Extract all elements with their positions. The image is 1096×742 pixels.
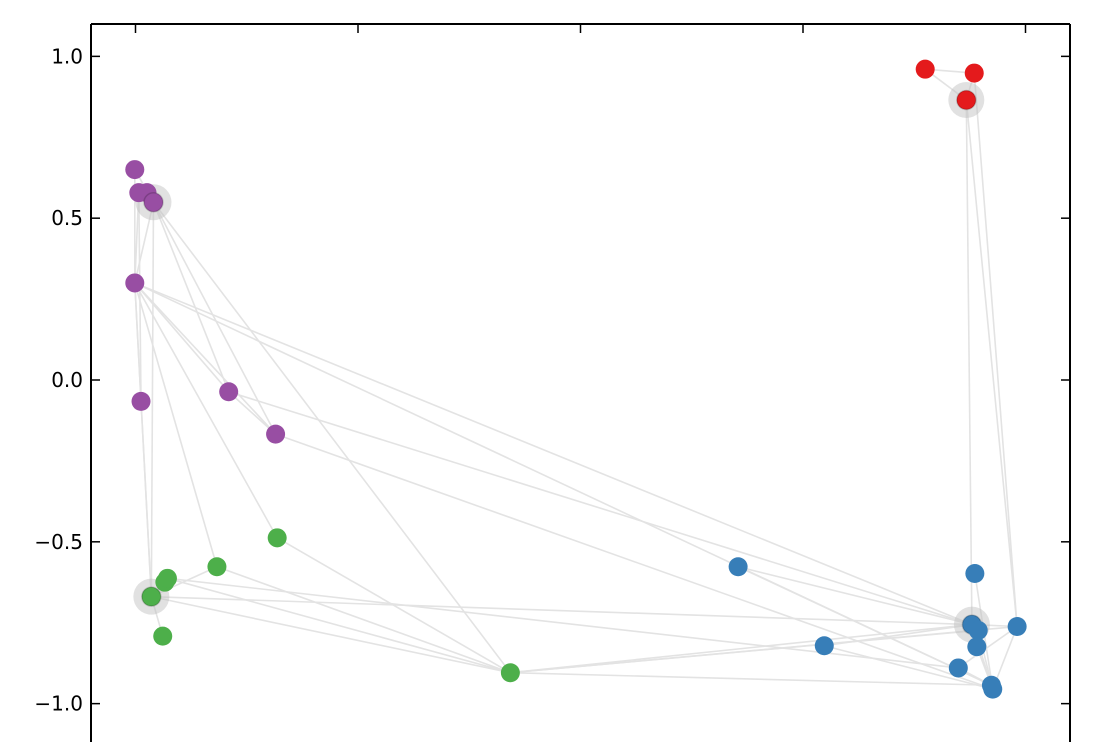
blue-point (814, 636, 834, 656)
edge-line (965, 99, 1018, 627)
purple-point (125, 273, 145, 293)
edge-line (134, 282, 230, 393)
edge-line (151, 595, 972, 626)
y-tick-label: −1.0 (34, 692, 83, 716)
edge-line (957, 625, 1018, 669)
edge-line (167, 577, 511, 674)
green-point (157, 568, 177, 588)
red-point (964, 63, 984, 83)
edge-line (216, 565, 511, 674)
axes-layer: 1.0 0.5 0.0 −0.5 −1.0 (34, 23, 1071, 742)
y-tick-label: 0.5 (51, 206, 83, 230)
edge-line (228, 391, 277, 435)
purple-point (219, 382, 239, 402)
edge-line (134, 282, 277, 435)
green-point (500, 663, 520, 683)
edge-line (137, 192, 142, 402)
y-tick-label: 1.0 (51, 44, 83, 68)
purple-point (266, 424, 286, 444)
edge-line (276, 537, 511, 674)
edge-line (134, 282, 218, 567)
edge-line (134, 282, 973, 626)
edge-line (510, 625, 1018, 674)
edge-line (150, 202, 155, 597)
edge-line (134, 282, 278, 539)
edge-line (510, 671, 992, 687)
blue-point (983, 679, 1003, 699)
edge-line (140, 401, 153, 597)
y-tick-label: −0.5 (34, 530, 83, 554)
edge-line (151, 566, 218, 598)
green-point (267, 528, 287, 548)
edge-line (973, 73, 1018, 627)
edge-line (152, 201, 512, 674)
edge-line (824, 644, 993, 690)
purple-center-point (143, 192, 164, 213)
edges-layer (133, 68, 1018, 690)
green-point (207, 557, 227, 577)
purple-point (131, 391, 151, 411)
blue-point (728, 557, 748, 577)
halos-layer (133, 82, 990, 643)
edge-line (510, 623, 973, 674)
blue-point (948, 658, 968, 678)
blue-point (965, 564, 985, 584)
edge-line (134, 202, 155, 284)
red-center-point (956, 89, 977, 111)
edge-line (275, 433, 994, 690)
blue-point (1007, 617, 1027, 637)
blue-point (968, 620, 988, 640)
red-point (915, 59, 935, 79)
edge-line (151, 595, 511, 674)
blue-point (967, 637, 987, 657)
green-point (153, 626, 173, 646)
y-tick-label: 0.0 (51, 368, 83, 392)
points-layer (125, 59, 1027, 699)
green-center-point (141, 586, 162, 607)
edge-line (824, 623, 973, 647)
edge-line (965, 100, 973, 625)
purple-point (125, 160, 145, 180)
edge-line (737, 565, 973, 626)
edge-line (152, 201, 277, 435)
edge-line (152, 201, 230, 393)
edge-line (228, 390, 973, 626)
